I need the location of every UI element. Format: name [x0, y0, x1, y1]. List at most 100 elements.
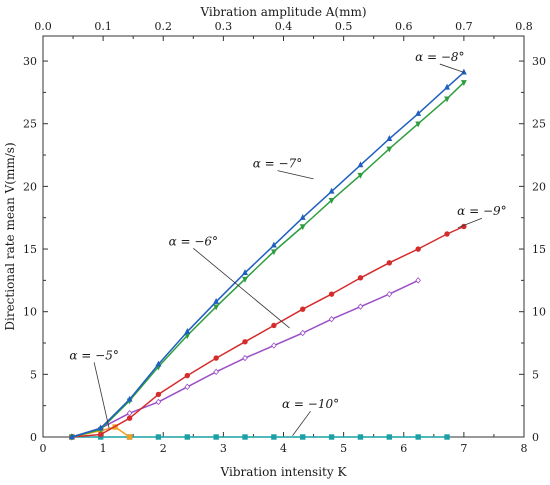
x-tick-label: 3: [220, 442, 227, 455]
data-point: [213, 434, 219, 440]
data-point: [213, 297, 220, 304]
y-tick-label-right: 0: [532, 431, 539, 444]
annotation-label: α = −9°: [457, 204, 506, 218]
data-point: [415, 246, 421, 252]
x-axis-label: Vibration intensity K: [220, 465, 348, 479]
data-point: [126, 415, 133, 421]
data-point: [460, 80, 467, 87]
data-point: [415, 109, 422, 116]
data-point: [155, 398, 162, 406]
data-point: [155, 434, 162, 440]
y-tick-label: 10: [23, 306, 37, 319]
top-tick-label: 0.1: [94, 20, 112, 33]
top-tick-label: 0.0: [34, 20, 52, 33]
data-point: [357, 172, 364, 179]
x-tick-label: 6: [400, 442, 407, 455]
data-point: [242, 339, 248, 345]
y-tick-label-right: 10: [532, 306, 546, 319]
y-tick-label-right: 30: [532, 55, 546, 68]
annotation-line: [193, 247, 290, 329]
annotation-line: [277, 170, 314, 180]
data-point: [299, 329, 306, 337]
data-point: [184, 328, 191, 334]
data-point: [386, 135, 393, 141]
data-point: [126, 409, 133, 417]
data-point: [415, 277, 422, 284]
data-point: [184, 383, 191, 391]
data-point: [213, 355, 219, 361]
y-tick-label: 25: [23, 118, 37, 131]
data-point: [242, 269, 248, 276]
annotation-line: [292, 410, 311, 436]
series-1: [68, 80, 467, 441]
data-point: [184, 372, 190, 379]
data-point: [242, 434, 248, 440]
data-point: [270, 249, 277, 256]
data-point: [444, 96, 450, 103]
data-point: [328, 291, 335, 297]
y-tick-label-right: 20: [532, 180, 546, 193]
data-point: [213, 368, 219, 376]
data-point: [242, 276, 248, 283]
y-axis-label: Directional rate mean V(mm/s): [3, 142, 17, 330]
data-point: [271, 342, 277, 349]
data-point: [126, 395, 133, 402]
data-point: [300, 306, 306, 312]
data-point: [299, 214, 306, 220]
data-point: [415, 121, 422, 128]
top-tick-label: 0.7: [455, 20, 473, 33]
data-point: [271, 322, 277, 329]
axis-ticks: 0 1 2 3 4 5 6 7 80.0 0.1 0.2 0.3 0.4 0.5 0.6 0.7 0.80 05 5…: [23, 20, 546, 455]
data-point: [328, 187, 335, 194]
x-tick-label: 1: [100, 442, 107, 455]
series-layer: [68, 68, 467, 441]
data-point: [386, 146, 393, 153]
data-point: [155, 360, 162, 367]
annotation-label: α = −8°: [415, 50, 464, 64]
annotation-line: [93, 362, 110, 429]
annotation-label: α = −5°: [69, 348, 118, 362]
data-point: [415, 434, 421, 440]
annotation-line: [439, 63, 465, 73]
y-tick-label-right: 15: [532, 243, 546, 256]
top-tick-label: 0.4: [275, 20, 293, 33]
annotation-layer: α = −8° α = −7° α = −9° α = −6° α = −5° α = −…: [69, 50, 507, 436]
x-tick-label: 8: [521, 442, 528, 455]
top-tick-label: 0.6: [395, 20, 413, 33]
data-point: [357, 161, 364, 168]
top-tick-label: 0.5: [335, 20, 353, 33]
y-tick-label: 20: [23, 180, 37, 193]
top-tick-label: 0.3: [215, 20, 233, 33]
data-point: [270, 241, 277, 248]
series-line: [71, 81, 465, 438]
annotation-label: α = −7°: [253, 157, 302, 171]
x-tick-label: 5: [340, 442, 347, 455]
y-tick-label: 15: [23, 243, 37, 256]
data-point: [213, 304, 220, 311]
series-0: [68, 68, 467, 440]
data-point: [184, 434, 190, 440]
data-point: [97, 424, 104, 431]
data-point: [444, 83, 450, 90]
data-point: [328, 197, 335, 204]
data-point: [444, 231, 450, 237]
data-point: [155, 391, 162, 398]
data-point: [357, 434, 364, 440]
y-tick-label: 0: [30, 431, 37, 444]
x-tick-label: 4: [280, 442, 287, 455]
series-2: [69, 223, 467, 440]
x-tick-label: 0: [40, 442, 47, 455]
data-point: [300, 434, 306, 440]
data-point: [444, 434, 450, 440]
top-tick-label: 0.8: [515, 20, 533, 33]
annotation-line: [457, 217, 483, 229]
annotation-label: α = −6°: [169, 234, 218, 248]
y-tick-label-right: 5: [532, 368, 539, 381]
data-point: [357, 303, 364, 310]
data-point: [386, 434, 393, 440]
y-tick-label: 5: [30, 368, 37, 381]
data-point: [328, 434, 335, 440]
top-axis-label: Vibration amplitude A(mm): [199, 5, 366, 19]
x-tick-label: 7: [460, 442, 467, 455]
